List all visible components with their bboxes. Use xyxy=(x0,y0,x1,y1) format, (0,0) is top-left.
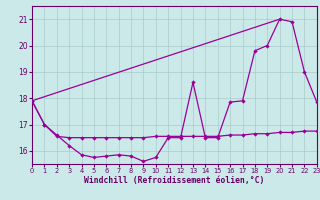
X-axis label: Windchill (Refroidissement éolien,°C): Windchill (Refroidissement éolien,°C) xyxy=(84,176,265,185)
